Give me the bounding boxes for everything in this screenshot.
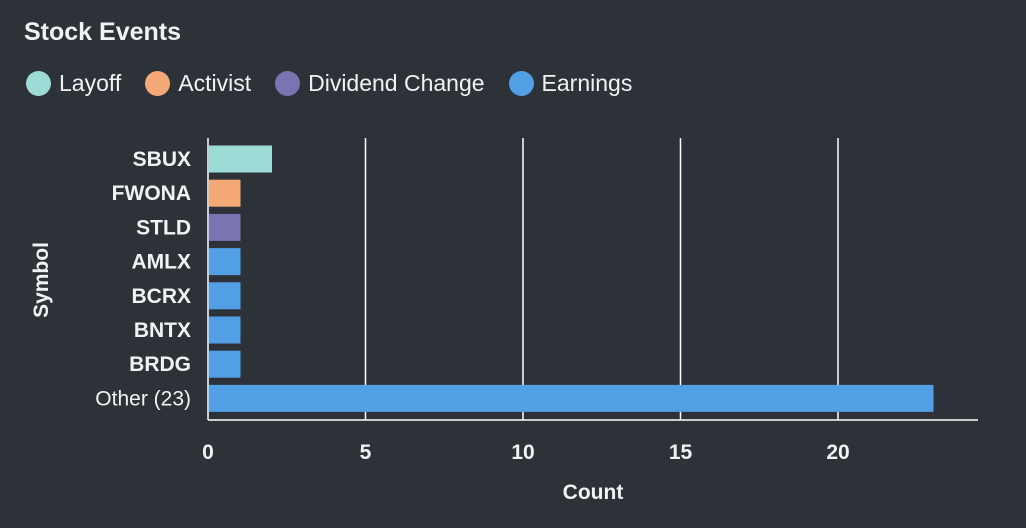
category-label: BRDG bbox=[129, 353, 191, 376]
bar-amlx bbox=[209, 248, 241, 276]
x-tick-label: 15 bbox=[669, 441, 693, 464]
x-tick-label: 0 bbox=[202, 441, 214, 464]
bar-stld bbox=[209, 213, 241, 241]
legend-item-dividend-change: Dividend Change bbox=[275, 70, 485, 97]
category-label: BNTX bbox=[134, 319, 191, 342]
legend-label: Earnings bbox=[541, 70, 633, 96]
legend-swatch bbox=[26, 71, 51, 96]
legend-label: Activist bbox=[178, 70, 252, 96]
legend-swatch bbox=[508, 71, 534, 96]
category-label: STLD bbox=[136, 216, 191, 239]
legend-item-layoff: Layoff bbox=[26, 70, 121, 97]
category-label: Other (23) bbox=[95, 387, 191, 410]
bar-sbux bbox=[209, 145, 272, 173]
y-axis-title: Symbol bbox=[30, 242, 53, 318]
category-label: SBUX bbox=[133, 148, 191, 171]
legend-item-activist: Activist bbox=[145, 70, 251, 97]
legend-swatch bbox=[145, 71, 171, 96]
x-tick-label: 5 bbox=[360, 441, 372, 464]
category-label: BCRX bbox=[131, 285, 191, 308]
legend: Layoff Activist Dividend Change Earnings bbox=[26, 70, 656, 97]
legend-item-earnings: Earnings bbox=[508, 70, 633, 97]
category-label: FWONA bbox=[112, 182, 191, 205]
legend-swatch bbox=[275, 71, 301, 96]
x-axis-title: Count bbox=[563, 481, 624, 504]
bar-bntx bbox=[209, 316, 241, 344]
x-tick-label: 20 bbox=[826, 441, 849, 464]
bar-bcrx bbox=[209, 282, 241, 310]
legend-label: Layoff bbox=[59, 70, 122, 96]
bar-fwona bbox=[209, 179, 241, 207]
category-label: AMLX bbox=[132, 251, 192, 274]
legend-label: Dividend Change bbox=[308, 70, 485, 96]
bar-other-23- bbox=[209, 384, 934, 412]
chart-title: Stock Events bbox=[24, 18, 182, 46]
bar-brdg bbox=[209, 350, 241, 378]
x-tick-label: 10 bbox=[511, 441, 534, 464]
